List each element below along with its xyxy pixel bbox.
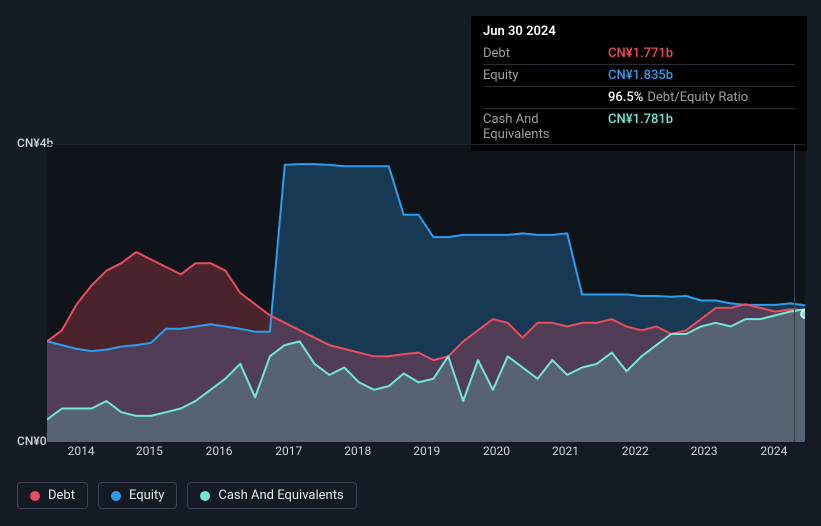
x-tick: 2021 [552,444,579,458]
legend-label: Cash And Equivalents [218,488,343,503]
plot-area[interactable] [47,144,805,442]
tooltip-value: CN¥1.771b [608,46,673,61]
x-tick: 2024 [760,444,787,458]
tooltip-suffix: Debt/Equity Ratio [647,90,748,105]
hover-line [794,144,795,442]
x-tick: 2017 [275,444,302,458]
x-tick: 2022 [622,444,649,458]
tooltip-row: EquityCN¥1.835b [483,65,795,87]
tooltip-row: DebtCN¥1.771b [483,43,795,65]
legend-item-debt[interactable]: Debt [17,482,88,509]
chart-svg [47,144,805,442]
tooltip-label: Debt [483,46,608,61]
tooltip-label [483,90,608,105]
x-tick: 2015 [136,444,163,458]
x-tick: 2018 [344,444,371,458]
tooltip-row: 96.5% Debt/Equity Ratio [483,87,795,109]
x-tick: 2020 [483,444,510,458]
debt-equity-chart: CN¥4b CN¥0 20142015201620172018201920202… [17,124,805,476]
x-tick: 2014 [68,444,95,458]
x-tick: 2019 [413,444,440,458]
legend-label: Debt [48,488,75,503]
legend-dot [111,491,121,501]
legend-item-cash-and-equivalents[interactable]: Cash And Equivalents [187,482,356,509]
y-axis-label-bottom: CN¥0 [17,434,47,448]
legend-dot [200,491,210,501]
tooltip-label: Equity [483,68,608,83]
chart-legend: Debt Equity Cash And Equivalents [17,482,357,509]
tooltip-date: Jun 30 2024 [483,24,795,39]
legend-dot [30,491,40,501]
tooltip-value: 96.5% [608,90,643,105]
x-axis: 2014 2015 2016 2017 2018 2019 2020 2021 2022 2023… [47,444,805,464]
legend-label: Equity [129,488,164,503]
x-tick: 2023 [691,444,718,458]
legend-item-equity[interactable]: Equity [98,482,177,509]
tooltip-value: CN¥1.835b [608,68,673,83]
x-tick: 2016 [206,444,233,458]
